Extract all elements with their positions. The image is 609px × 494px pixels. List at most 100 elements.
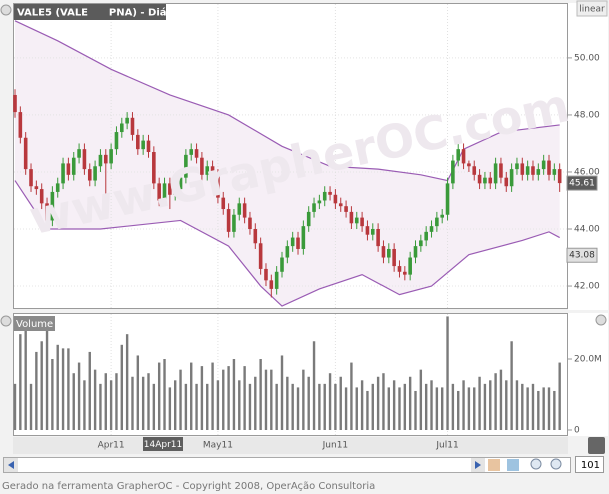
volume-bar (270, 369, 273, 430)
volume-bar (510, 341, 513, 430)
candle-body (445, 183, 450, 215)
candle-body (114, 132, 119, 150)
volume-bar (56, 344, 59, 430)
candle-body (392, 248, 396, 267)
candle-body (242, 203, 247, 218)
y-tick-label: 46.00 (574, 167, 600, 177)
cursor-box (143, 437, 183, 451)
candle-body (290, 237, 295, 247)
candle-body (552, 169, 557, 175)
volume-bar (227, 366, 230, 430)
zoom-input[interactable] (575, 456, 604, 473)
volume-bar (125, 334, 129, 430)
candle-body (493, 163, 498, 184)
volume-bar (553, 390, 556, 430)
volume-bar (526, 387, 529, 430)
volume-bar (174, 380, 177, 430)
volume-bar (558, 362, 561, 430)
candle-body (77, 149, 81, 158)
volume-bar (77, 362, 81, 430)
candle-body (547, 160, 551, 175)
candle-body (515, 163, 519, 170)
volume-bar (441, 387, 444, 430)
candle-body (82, 149, 87, 170)
volume-bar (291, 383, 294, 430)
volume-bar (99, 383, 102, 430)
zoom-in[interactable] (530, 458, 542, 470)
candle-body (232, 214, 236, 232)
zoom-out[interactable] (550, 458, 562, 470)
candle-body (509, 169, 514, 187)
volume-bar (505, 380, 508, 430)
candle-body (360, 217, 364, 227)
tool-icon[interactable] (488, 459, 500, 471)
volume-bar (195, 383, 198, 430)
volume-bar (45, 330, 49, 430)
candle-body (440, 214, 444, 218)
candle-body (541, 160, 546, 170)
volume-bar (462, 380, 465, 430)
volume-bar (296, 387, 300, 430)
candle-body (205, 166, 210, 175)
volume-bar (93, 369, 97, 430)
volume-bar (67, 348, 70, 430)
volume-bar (451, 383, 455, 430)
close-button[interactable] (595, 314, 607, 326)
volume-bar (430, 380, 433, 430)
arrow-icon (8, 461, 14, 469)
candle-body (23, 137, 28, 170)
volume-bar (478, 376, 481, 430)
volume-bar (302, 369, 305, 430)
volume-bar (232, 359, 236, 430)
candle-body (221, 197, 226, 210)
candle-body (413, 246, 418, 258)
candle-body (210, 166, 215, 175)
volume-bar (360, 380, 364, 430)
candle-body (296, 237, 300, 249)
candle-body (525, 166, 530, 175)
candle-body (306, 211, 311, 227)
collapse-button[interactable] (0, 315, 12, 327)
candle-body (376, 229, 380, 247)
candle-body (216, 174, 220, 198)
candle-body (71, 157, 76, 175)
candle-body (451, 160, 455, 184)
volume-bar (419, 369, 423, 430)
scrollbar[interactable] (3, 457, 571, 473)
y-tick-label: 48.00 (574, 110, 600, 120)
volume-bar (109, 380, 113, 430)
x-tick-label: Jun11 (322, 441, 349, 451)
candle-body (387, 248, 391, 258)
band-area (15, 20, 560, 307)
candle-body (103, 154, 108, 164)
volume-bar (521, 383, 524, 430)
candle-body (429, 226, 434, 232)
volume-title-box (14, 316, 55, 331)
candle-body (178, 177, 183, 190)
volume-bar (147, 373, 150, 430)
tool-button[interactable] (588, 437, 605, 454)
candle-body (98, 154, 103, 167)
candle-body (531, 166, 535, 175)
volume-bar (403, 383, 407, 430)
candle-body (34, 186, 39, 190)
volume-bar (318, 383, 321, 430)
candle-body (312, 203, 316, 212)
volume-bar (547, 387, 551, 430)
volume-bar (376, 376, 380, 430)
candle-body (93, 166, 97, 181)
volume-bar (424, 383, 428, 430)
volume-bar (537, 390, 540, 430)
candle-body (328, 191, 332, 195)
x-tick-label: Apr11 (98, 441, 125, 451)
tool-icon[interactable] (507, 459, 519, 471)
candle-body (344, 206, 348, 212)
candle-body (338, 203, 343, 207)
scale-button[interactable] (576, 0, 608, 17)
volume-bar (243, 366, 246, 430)
volume-bar (382, 373, 385, 430)
collapse-button[interactable] (0, 4, 12, 16)
candle-body (109, 149, 113, 164)
candle-body (301, 226, 306, 249)
